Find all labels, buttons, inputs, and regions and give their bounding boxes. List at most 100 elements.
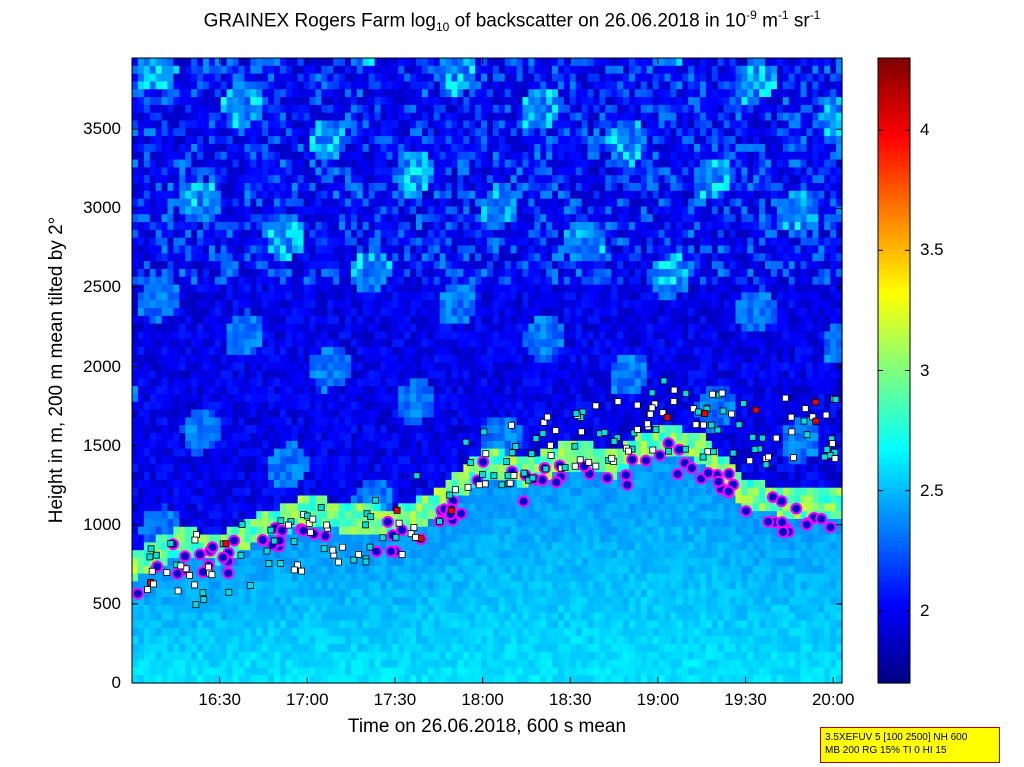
heatmap-cell [238, 128, 246, 137]
heatmap-cell [356, 229, 364, 239]
heatmap-cell [356, 261, 364, 270]
heatmap-cell [161, 675, 169, 684]
heatmap-cell [492, 503, 500, 512]
heatmap-cell [475, 214, 482, 223]
heatmap-cell [416, 354, 423, 364]
heatmap-cell [356, 667, 364, 676]
heatmap-cell [155, 58, 163, 67]
heatmap-cell [368, 401, 376, 411]
heatmap-cell [226, 393, 234, 403]
heatmap-cell [362, 315, 370, 325]
heatmap-cell [279, 370, 287, 379]
heatmap-cell [410, 347, 417, 356]
heatmap-cell [410, 245, 417, 254]
heatmap-cell [291, 222, 299, 231]
heatmap-cell [191, 604, 198, 614]
heatmap-cell [374, 472, 382, 481]
heatmap-cell [197, 58, 204, 67]
heatmap-cell [185, 604, 192, 614]
heatmap-cell [339, 558, 346, 567]
heatmap-cell [410, 300, 417, 309]
heatmap-cell [268, 315, 275, 325]
heatmap-cell [445, 284, 453, 293]
heatmap-cell [386, 464, 393, 473]
heatmap-cell [498, 128, 506, 137]
heatmap-cell [321, 81, 328, 90]
heatmap-cell [421, 58, 429, 67]
heatmap-cell [368, 534, 376, 543]
heatmap-cell [262, 636, 269, 645]
heatmap-cell [179, 65, 186, 75]
heatmap-cell [427, 659, 435, 668]
heatmap-cell [149, 495, 157, 504]
heatmap-cell [469, 417, 476, 426]
heatmap-cell [179, 143, 186, 153]
heatmap-cell [244, 175, 251, 184]
heatmap-cell [345, 518, 352, 528]
heatmap-cell [492, 151, 500, 161]
heatmap-cell [132, 464, 139, 473]
heatmap-cell [398, 276, 405, 286]
heatmap-cell [167, 401, 175, 411]
heatmap-cell [475, 229, 482, 239]
heatmap-cell [350, 433, 358, 442]
heatmap-cell [339, 261, 346, 270]
heatmap-cell [197, 190, 204, 200]
heatmap-cell [297, 550, 305, 559]
heatmap-cell [487, 284, 494, 293]
heatmap-cell [137, 65, 145, 75]
heatmap-cell [457, 448, 464, 458]
heatmap-cell [356, 339, 364, 348]
heatmap-cell [214, 112, 222, 122]
heatmap-cell [321, 362, 328, 372]
heatmap-cell [345, 183, 352, 192]
heatmap-cell [386, 503, 393, 512]
heatmap-cell [303, 417, 311, 426]
heatmap-cell [297, 253, 305, 262]
heatmap-cell [356, 112, 364, 122]
heatmap-cell [469, 143, 476, 153]
heatmap-cell [191, 73, 198, 83]
heatmap-cell [392, 65, 399, 75]
heatmap-cell [297, 300, 305, 309]
heatmap-cell [143, 495, 151, 504]
heatmap-cell [262, 448, 269, 458]
heatmap-cell [197, 339, 204, 348]
heatmap-cell [279, 151, 287, 161]
heatmap-cell [149, 136, 157, 145]
heatmap-cell [469, 347, 476, 356]
heatmap-cell [469, 268, 476, 278]
heatmap-cell [445, 401, 453, 411]
heatmap-cell [173, 433, 180, 442]
heatmap-cell [143, 58, 151, 67]
heatmap-cell [368, 448, 376, 458]
heatmap-cell [238, 331, 246, 340]
heatmap-cell [475, 292, 482, 301]
heatmap-cell [451, 136, 459, 145]
heatmap-cell [380, 339, 388, 348]
heatmap-cell [197, 253, 204, 262]
heatmap-cell [274, 393, 281, 403]
heatmap-cell [279, 573, 287, 583]
heatmap-cell [285, 308, 293, 317]
heatmap-cell [149, 268, 157, 278]
heatmap-cell [208, 370, 216, 379]
heatmap-cell [451, 472, 459, 481]
heatmap-cell [149, 612, 157, 622]
heatmap-cell [250, 550, 257, 559]
heatmap-cell [492, 518, 500, 528]
heatmap-cell [256, 253, 263, 262]
heatmap-cell [214, 409, 222, 418]
heatmap-cell [410, 440, 417, 450]
heatmap-cell [232, 112, 240, 122]
heatmap-cell [368, 612, 376, 622]
heatmap-cell [274, 167, 281, 176]
heatmap-cell [315, 354, 322, 364]
heatmap-cell [339, 456, 346, 465]
heatmap-cell [137, 308, 145, 317]
heatmap-cell [244, 503, 251, 512]
heatmap-cell [232, 300, 240, 309]
heatmap-cell [404, 456, 411, 465]
heatmap-cell [244, 222, 251, 231]
heatmap-cell [421, 479, 429, 489]
